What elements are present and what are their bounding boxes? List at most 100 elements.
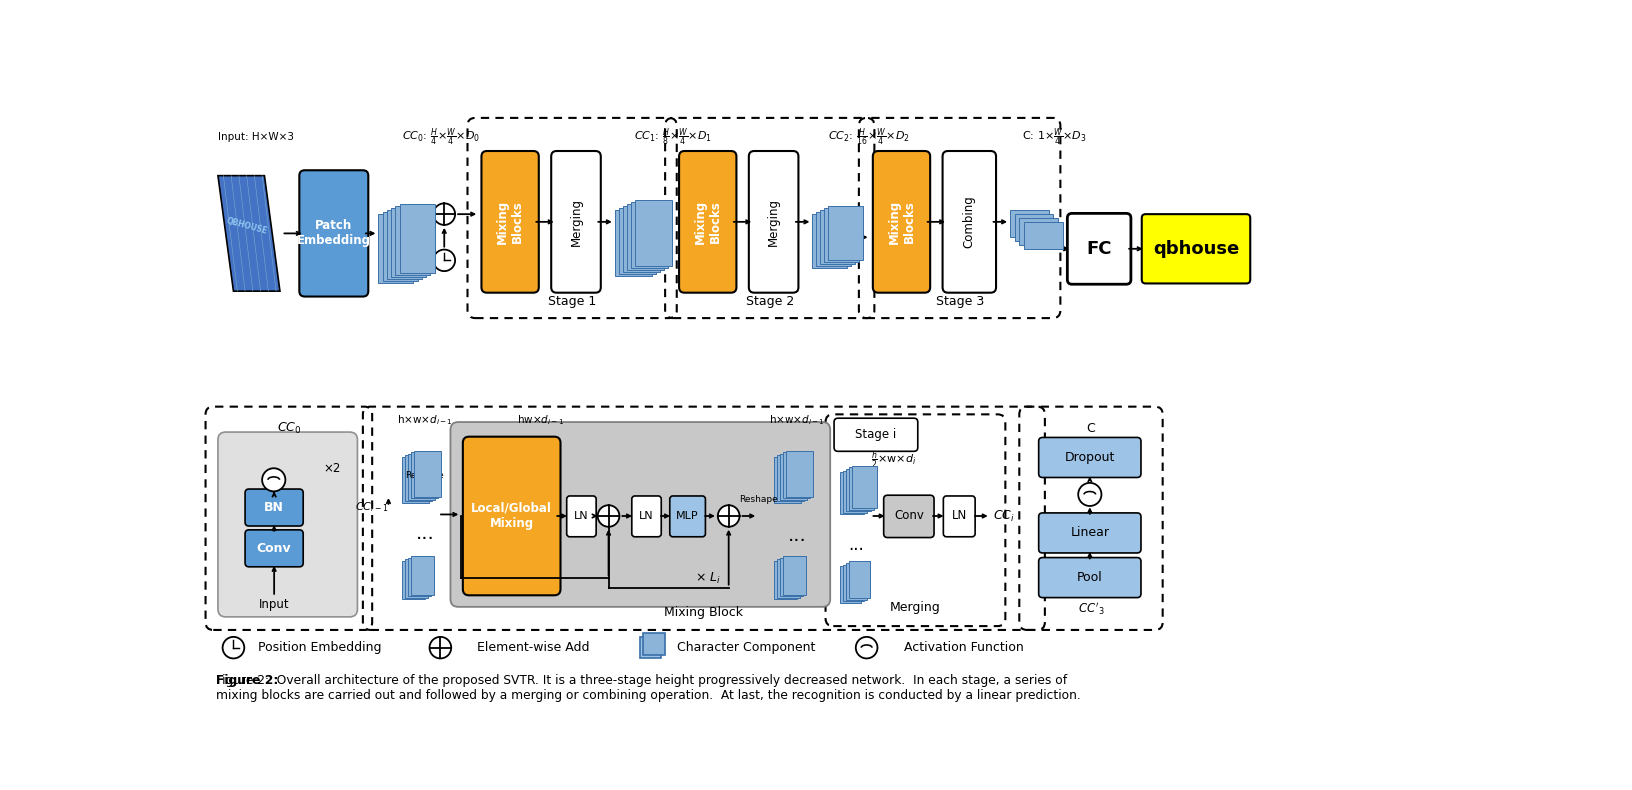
Text: Mixing
Blocks: Mixing Blocks [496, 200, 524, 244]
FancyBboxPatch shape [669, 496, 705, 536]
Text: Figure 2:: Figure 2: [215, 674, 277, 687]
Text: Patch
Embedding: Patch Embedding [297, 220, 370, 247]
Text: Figure 2:  Overall architecture of the proposed SVTR. It is a three-stage height: Figure 2: Overall architecture of the pr… [215, 674, 1067, 687]
Text: Mixing
Blocks: Mixing Blocks [694, 200, 721, 244]
FancyBboxPatch shape [943, 496, 976, 536]
Bar [842, 565, 865, 601]
Text: Input: H×W×3: Input: H×W×3 [219, 132, 294, 142]
FancyBboxPatch shape [219, 432, 357, 617]
Bar [829, 206, 863, 260]
Bar [849, 468, 873, 510]
Bar [777, 559, 800, 597]
Text: Stage 3: Stage 3 [935, 295, 984, 307]
Bar [400, 204, 434, 273]
Bar [845, 469, 870, 511]
FancyBboxPatch shape [463, 437, 560, 596]
Text: C: 1×$\frac{W}{4}$×$D_3$: C: 1×$\frac{W}{4}$×$D_3$ [1022, 126, 1087, 148]
Bar [632, 202, 667, 268]
Circle shape [434, 203, 455, 225]
Text: Stage 1: Stage 1 [548, 295, 596, 307]
Text: LN: LN [951, 510, 966, 522]
Bar [787, 450, 813, 497]
Text: QBHOUSE: QBHOUSE [225, 216, 268, 235]
Bar [623, 206, 659, 272]
Circle shape [429, 637, 450, 658]
FancyBboxPatch shape [943, 151, 996, 292]
Bar [643, 633, 666, 655]
Text: $CC_{i-1}$: $CC_{i-1}$ [354, 500, 388, 514]
Text: BN: BN [264, 501, 284, 514]
Text: Reshape: Reshape [405, 472, 444, 480]
Text: MLP: MLP [676, 511, 698, 521]
Bar [635, 201, 672, 265]
Text: LN: LN [574, 511, 589, 521]
Text: C: C [1087, 422, 1095, 434]
Bar [813, 214, 847, 268]
Text: Local/Global
Mixing: Local/Global Mixing [472, 502, 552, 530]
Bar [411, 556, 434, 595]
Text: h×w×$d_{i-1}$: h×w×$d_{i-1}$ [397, 413, 452, 427]
Bar [780, 453, 806, 500]
Text: mixing blocks are carried out and followed by a merging or combining operation. : mixing blocks are carried out and follow… [215, 689, 1080, 702]
Text: LN: LN [640, 511, 654, 521]
Circle shape [1079, 483, 1102, 506]
Text: Character Component: Character Component [677, 641, 816, 654]
Text: hw×$d_{i-1}$: hw×$d_{i-1}$ [517, 413, 565, 427]
Text: ...: ... [849, 536, 865, 555]
Bar [783, 452, 809, 498]
Text: $CC'_i$: $CC'_i$ [790, 476, 814, 492]
Bar [405, 455, 432, 502]
FancyBboxPatch shape [481, 151, 539, 292]
Text: Merging: Merging [570, 198, 583, 246]
FancyBboxPatch shape [566, 496, 596, 536]
Bar [824, 208, 860, 262]
Text: Conv: Conv [894, 510, 924, 522]
Bar [839, 566, 862, 603]
Text: $CC_1$: $\frac{H}{8}$×$\frac{W}{4}$×$D_1$: $CC_1$: $\frac{H}{8}$×$\frac{W}{4}$×$D_1… [635, 126, 712, 148]
Bar [395, 205, 431, 275]
Bar [408, 453, 436, 500]
FancyBboxPatch shape [873, 151, 930, 292]
Text: Merging: Merging [767, 198, 780, 246]
Bar [387, 210, 421, 279]
Bar [849, 562, 870, 598]
Bar [774, 561, 796, 599]
FancyBboxPatch shape [749, 151, 798, 292]
Text: Reshape: Reshape [739, 495, 777, 503]
Bar [382, 212, 418, 281]
Bar [783, 556, 806, 595]
FancyBboxPatch shape [883, 495, 934, 537]
Bar [1023, 222, 1062, 249]
Bar [405, 559, 428, 597]
Bar [1015, 214, 1053, 241]
Bar [627, 205, 664, 269]
Circle shape [222, 637, 245, 658]
Bar [842, 471, 867, 513]
Text: × $L_i$: × $L_i$ [695, 571, 721, 586]
Text: $CC'_3$: $CC'_3$ [1077, 600, 1105, 617]
Bar [774, 457, 801, 503]
Text: Merging: Merging [889, 601, 940, 614]
Text: Stage 2: Stage 2 [746, 295, 793, 307]
FancyBboxPatch shape [1038, 438, 1141, 477]
Text: $\frac{h}{2}$×w×$d_i$: $\frac{h}{2}$×w×$d_i$ [871, 450, 917, 472]
Circle shape [263, 468, 286, 491]
Bar [401, 561, 424, 599]
Bar [401, 457, 429, 503]
Text: Element-wise Add: Element-wise Add [477, 641, 589, 654]
Text: $CC_2$: $\frac{H}{16}$×$\frac{W}{4}$×$D_2$: $CC_2$: $\frac{H}{16}$×$\frac{W}{4}$×$D_… [827, 126, 909, 148]
Bar [839, 472, 865, 514]
Bar [392, 208, 426, 277]
Text: ...: ... [788, 525, 806, 545]
Text: Position Embedding: Position Embedding [258, 641, 382, 654]
Bar [640, 637, 661, 658]
Text: $CC_0$: $\frac{H}{4}$×$\frac{W}{4}$×$D_0$: $CC_0$: $\frac{H}{4}$×$\frac{W}{4}$×$D_0… [401, 126, 480, 148]
Bar [615, 210, 651, 276]
FancyBboxPatch shape [679, 151, 736, 292]
Text: FC: FC [1087, 240, 1111, 258]
FancyBboxPatch shape [450, 422, 831, 607]
Bar [816, 213, 852, 266]
Text: $CC_0$: $CC_0$ [277, 420, 300, 436]
Bar [411, 452, 437, 498]
FancyBboxPatch shape [552, 151, 601, 292]
